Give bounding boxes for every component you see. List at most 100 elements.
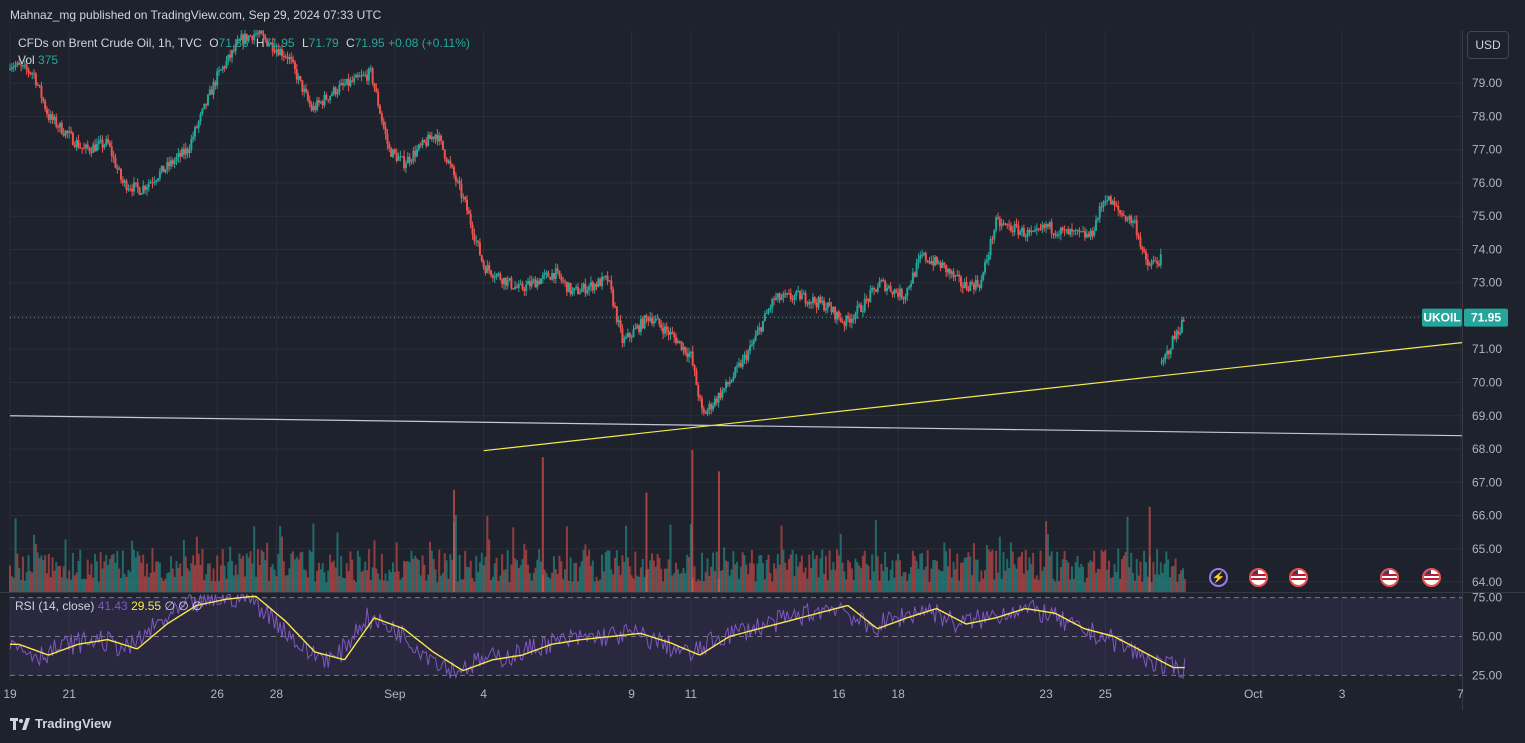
volume-bar xyxy=(995,550,998,592)
volume-bar xyxy=(889,569,892,592)
candle-body xyxy=(948,269,951,274)
candle-body xyxy=(242,34,245,44)
candle-body xyxy=(673,333,676,338)
volume-bar xyxy=(651,553,654,592)
volume-bar xyxy=(669,524,672,592)
candle-body xyxy=(1179,332,1182,335)
volume-bar xyxy=(898,560,901,592)
volume-bar xyxy=(1076,555,1079,592)
candle-body xyxy=(351,80,354,82)
candle-body xyxy=(1026,230,1029,237)
time-axis: 19 21 26 28 Sep 4 9 11 16 18 23 25 Oct 3 7 xyxy=(3,687,1464,701)
candle-body xyxy=(47,114,50,120)
lightning-icon[interactable]: ⚡ xyxy=(1209,568,1228,587)
candle-body xyxy=(1046,223,1049,227)
volume-bar xyxy=(1128,567,1131,592)
rsi-label[interactable]: RSI (14, close) xyxy=(15,599,95,613)
volume-bar xyxy=(403,560,406,592)
volume-bar xyxy=(597,581,600,592)
candle-body xyxy=(754,335,757,341)
volume-bar xyxy=(634,551,637,592)
candle-body xyxy=(321,101,324,106)
candle-body xyxy=(9,69,11,71)
volume-bar xyxy=(971,575,974,592)
us-flag-icon[interactable] xyxy=(1422,568,1441,587)
volume-value: 375 xyxy=(38,53,59,67)
volume-bar xyxy=(699,580,702,592)
volume-bar xyxy=(780,525,783,592)
volume-bar xyxy=(580,561,583,592)
us-flag-icon[interactable] xyxy=(1249,568,1268,587)
tradingview-logo[interactable]: TradingView xyxy=(10,716,111,731)
currency-button[interactable]: USD xyxy=(1467,31,1509,59)
candle-body xyxy=(360,75,363,77)
us-flag-icon[interactable] xyxy=(1380,568,1399,587)
time-tick-label: 11 xyxy=(685,687,698,701)
candle-body xyxy=(752,340,755,345)
volume-bar xyxy=(969,556,972,592)
candle-body xyxy=(813,297,816,303)
volume-bar xyxy=(308,550,311,592)
volume-bar xyxy=(813,559,816,592)
volume-bar xyxy=(645,492,648,592)
instrument-title[interactable]: CFDs on Brent Crude Oil, 1h, TVC xyxy=(18,36,202,50)
volume-bar xyxy=(166,573,169,592)
candle-body xyxy=(334,87,337,95)
candle-body xyxy=(1095,219,1098,231)
candle-body xyxy=(436,134,439,142)
candle-body xyxy=(1028,230,1031,233)
volume-bar xyxy=(73,575,76,592)
candle-body xyxy=(36,84,39,86)
candle-body xyxy=(700,398,703,409)
candle-body xyxy=(589,282,592,287)
volume-bar xyxy=(706,558,709,592)
volume-bar xyxy=(223,565,226,592)
candle-body xyxy=(482,260,485,268)
volume-bar xyxy=(438,549,441,592)
volume-bar xyxy=(110,555,113,592)
volume-bar xyxy=(525,550,528,592)
candle-body xyxy=(980,279,983,288)
volume-bar xyxy=(482,565,485,592)
candle-body xyxy=(950,271,953,274)
footer xyxy=(0,710,1525,743)
volume-bar xyxy=(238,553,241,592)
volume-bar xyxy=(1111,577,1114,592)
candle-body xyxy=(229,54,232,58)
candle-body xyxy=(778,293,781,300)
volume-bar xyxy=(682,567,685,592)
us-flag-icon[interactable] xyxy=(1289,568,1308,587)
volume-bar xyxy=(826,580,829,592)
candle-body xyxy=(231,50,234,58)
volume-bar xyxy=(58,565,61,592)
candle-body xyxy=(221,66,224,70)
volume-bar xyxy=(256,549,259,592)
candle-body xyxy=(249,35,252,37)
volume-bar xyxy=(643,577,646,592)
volume-bar xyxy=(754,581,757,592)
candle-body xyxy=(142,185,145,194)
volume-bar xyxy=(401,577,404,592)
candle-body xyxy=(94,144,97,152)
volume-bar xyxy=(382,580,385,592)
volume-bar xyxy=(97,581,100,592)
candle-body xyxy=(160,165,163,172)
candle-body xyxy=(34,73,37,85)
candle-body xyxy=(264,36,267,40)
volume-bar xyxy=(316,570,319,592)
candle-body xyxy=(332,87,335,95)
volume-bar xyxy=(184,556,187,592)
candle-body xyxy=(1045,223,1048,228)
volume-bar xyxy=(717,471,720,592)
candle-body xyxy=(765,313,768,315)
time-tick-label: 28 xyxy=(270,687,284,701)
volume-bar xyxy=(802,572,805,592)
volume-bar xyxy=(867,565,870,592)
candle-body xyxy=(1065,229,1068,231)
candle-body xyxy=(993,230,996,240)
candle-body xyxy=(1067,229,1070,235)
candle-body xyxy=(12,66,15,68)
volume-bar xyxy=(427,574,430,592)
candle-body xyxy=(107,138,110,143)
